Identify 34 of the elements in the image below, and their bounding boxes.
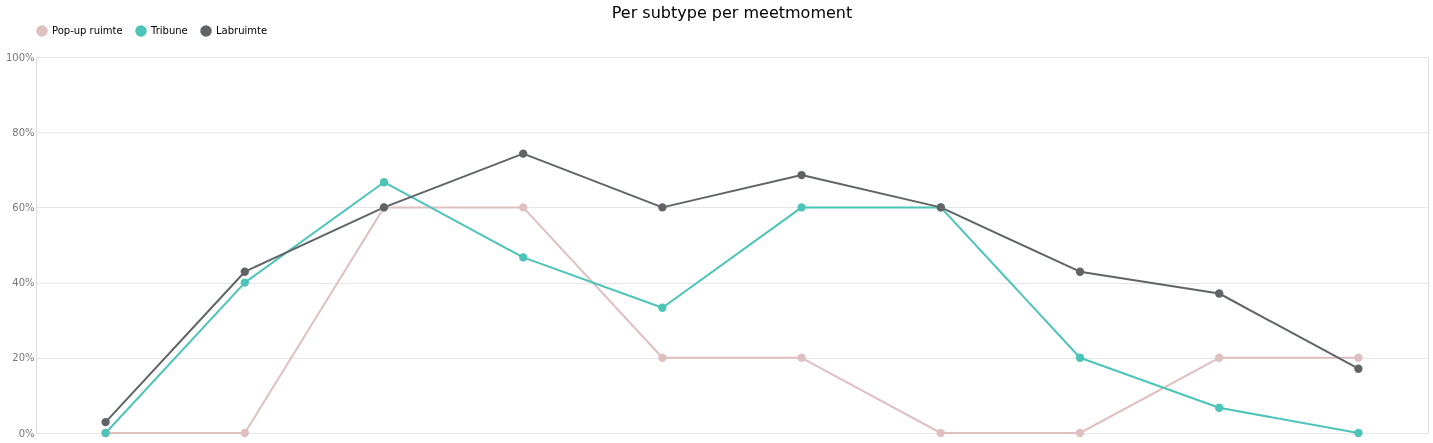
point xyxy=(658,203,667,212)
legend-label: Tribune xyxy=(150,25,188,36)
point xyxy=(1075,267,1085,276)
point xyxy=(1215,353,1224,362)
y-tick-label: 20% xyxy=(12,352,35,364)
y-tick-label: 100% xyxy=(5,51,35,63)
legend-label: Pop-up ruimte xyxy=(52,25,123,36)
y-tick-label: 0% xyxy=(18,427,35,439)
point xyxy=(1354,428,1363,438)
point xyxy=(519,149,528,158)
point xyxy=(1354,364,1363,373)
y-tick-label: 60% xyxy=(12,201,35,213)
point xyxy=(240,428,249,438)
point xyxy=(519,203,528,212)
legend-label: Labruimte xyxy=(216,25,268,36)
point xyxy=(936,428,945,438)
point xyxy=(797,353,806,362)
point xyxy=(658,353,667,362)
point xyxy=(1354,353,1363,362)
point xyxy=(1075,353,1085,362)
point xyxy=(1075,428,1085,438)
point xyxy=(519,253,528,262)
point xyxy=(379,178,389,187)
point xyxy=(1215,289,1224,298)
point xyxy=(1215,403,1224,412)
point xyxy=(797,170,806,180)
point xyxy=(240,267,249,276)
point xyxy=(797,203,806,212)
point xyxy=(101,417,110,427)
y-tick-label: 40% xyxy=(12,277,35,289)
point xyxy=(658,303,667,312)
chart-title: Per subtype per meetmoment xyxy=(611,3,853,22)
point xyxy=(240,278,249,287)
y-tick-label: 80% xyxy=(12,126,35,138)
